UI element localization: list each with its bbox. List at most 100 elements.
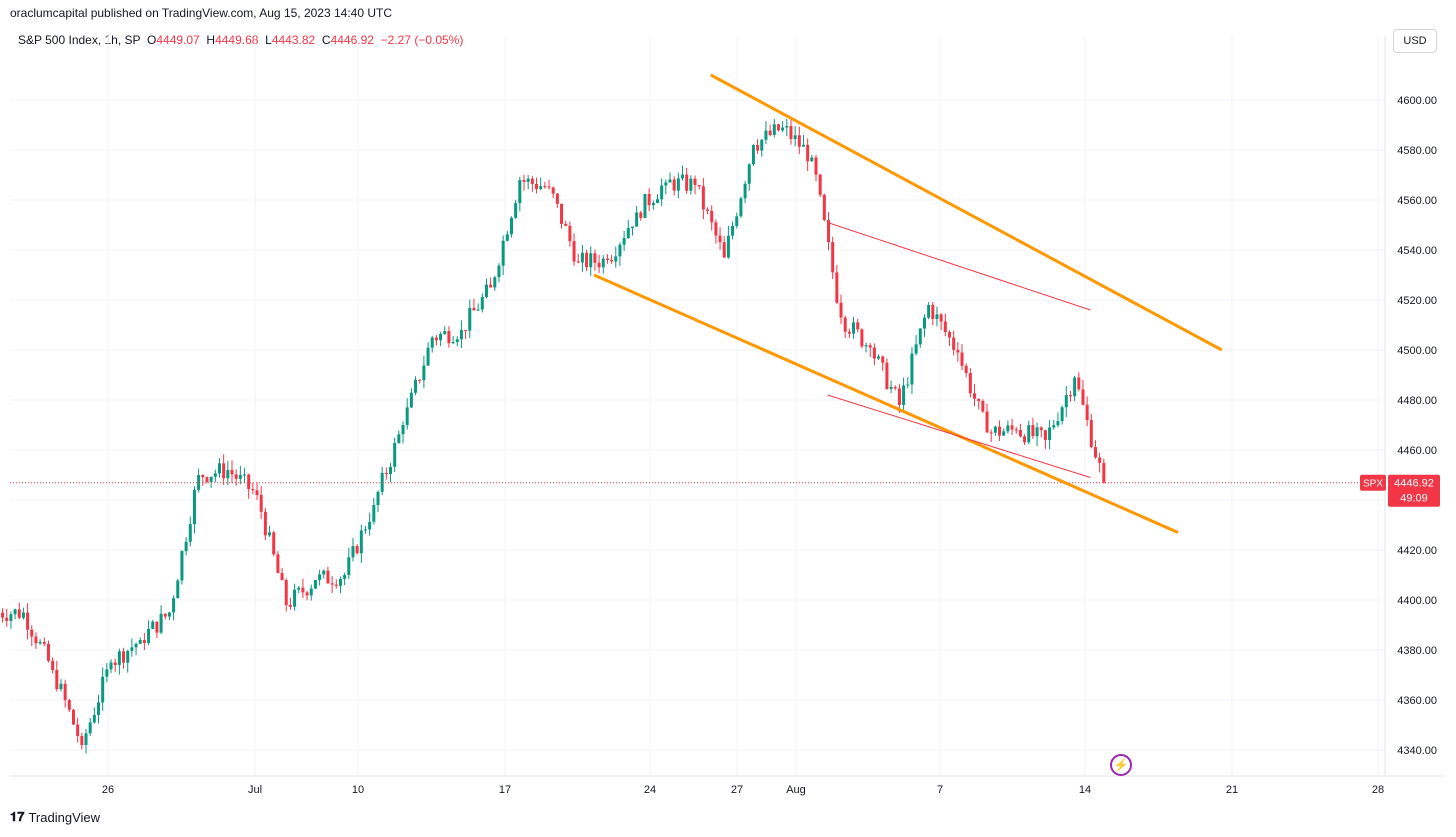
open-label: O: [147, 33, 157, 47]
candle-body: [301, 587, 305, 593]
candle-body: [952, 337, 956, 350]
candle: [288, 597, 292, 610]
candle-body: [338, 578, 342, 586]
candle: [593, 249, 597, 271]
low-label: L: [265, 33, 272, 47]
candle: [797, 126, 801, 154]
candle-body: [685, 174, 689, 191]
candle: [489, 277, 493, 288]
candle-body: [810, 157, 814, 162]
candle: [217, 458, 221, 478]
change-value: −2.27 (−0.05%): [380, 33, 464, 47]
candle: [701, 178, 705, 220]
candle: [943, 313, 947, 337]
candle: [363, 525, 367, 534]
candle: [213, 469, 217, 483]
candle: [384, 467, 388, 480]
candle-body: [822, 194, 826, 221]
candle-body: [831, 242, 835, 273]
candle-body: [359, 530, 363, 554]
candle: [789, 119, 793, 145]
candle: [931, 302, 935, 326]
candle-body: [192, 489, 196, 525]
candle: [1093, 440, 1097, 459]
candle-body: [313, 580, 317, 589]
candle-body: [184, 541, 188, 552]
candle: [906, 377, 910, 389]
candle: [205, 476, 209, 484]
candle: [192, 486, 196, 534]
candle-body: [797, 135, 801, 147]
candle-body: [372, 505, 376, 522]
candle-body: [597, 262, 601, 268]
candle-body: [389, 466, 393, 475]
candle: [88, 718, 92, 736]
currency-button[interactable]: USD: [1393, 29, 1437, 53]
candle-body: [476, 309, 480, 311]
candle-body: [943, 321, 947, 333]
candle-body: [305, 592, 309, 596]
candle-body: [910, 353, 914, 385]
candle-body: [9, 614, 13, 621]
candle: [1039, 426, 1043, 438]
candle-body: [897, 388, 901, 405]
candle: [560, 203, 564, 229]
candle: [672, 176, 676, 196]
candle-body: [1060, 407, 1064, 422]
candle: [626, 219, 630, 239]
candle-body: [38, 641, 42, 644]
time-tick-label: Aug: [786, 784, 806, 796]
open-value: 4449.07: [156, 33, 200, 47]
candle: [117, 648, 121, 675]
candle-body: [981, 401, 985, 412]
candle: [872, 343, 876, 366]
candle: [622, 230, 626, 252]
price-tag-countdown: 49:09: [1400, 493, 1428, 505]
candle: [464, 329, 468, 340]
candle-body: [222, 463, 226, 479]
price-tick-label: 4560.00: [1397, 195, 1437, 207]
candle: [1081, 380, 1085, 406]
candle-body: [280, 573, 284, 581]
candle-body: [447, 331, 451, 344]
candle: [726, 225, 730, 259]
candle-body: [21, 612, 25, 618]
candle-body: [697, 185, 701, 187]
candle: [151, 619, 155, 630]
candle: [714, 219, 718, 244]
chart-grid: [10, 36, 1385, 776]
footer-brand[interactable]: 𝟏𝟕 TradingView: [10, 810, 100, 825]
candle: [847, 328, 851, 338]
candle: [347, 547, 351, 579]
candle-body: [138, 640, 142, 644]
candle-body: [1039, 427, 1043, 431]
candle: [126, 649, 130, 673]
candle: [505, 230, 509, 242]
candle: [831, 236, 835, 280]
candle: [772, 118, 776, 138]
candle: [993, 425, 997, 436]
price-axis: 4340.004360.004380.004400.004420.004440.…: [10, 36, 1445, 777]
candle: [814, 154, 818, 182]
candle: [639, 210, 643, 221]
candle: [409, 388, 413, 409]
time-tick-label: 10: [352, 784, 364, 796]
candle-body: [993, 426, 997, 433]
candle: [518, 176, 522, 212]
lightning-icon[interactable]: ⚡: [1110, 754, 1132, 776]
candle-body: [330, 583, 334, 585]
candle: [697, 184, 701, 190]
candle: [243, 468, 247, 484]
candle-body: [30, 629, 34, 637]
time-tick-label: 24: [644, 784, 656, 796]
candle-body: [747, 164, 751, 184]
candle-body: [464, 330, 468, 331]
candle: [313, 579, 317, 590]
candle-body: [109, 662, 113, 670]
candle-body: [288, 605, 292, 607]
candle-body: [426, 347, 430, 366]
candle-body: [714, 222, 718, 236]
candle-body: [530, 178, 534, 184]
candle: [197, 468, 201, 493]
